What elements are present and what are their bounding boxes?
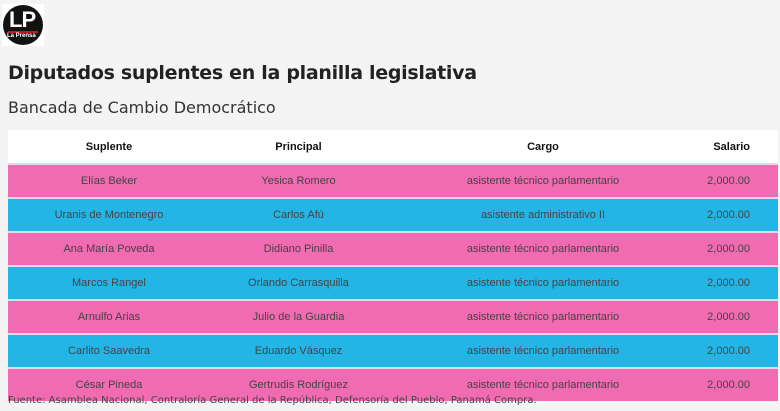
cell-suplente: Elías Beker <box>8 163 210 198</box>
header-suplente: Suplente <box>8 130 210 164</box>
cell-salario: 2,000.00 <box>699 197 778 232</box>
table-row: Elías Beker Yesica Romero asistente técnic… <box>8 163 778 198</box>
header-principal: Principal <box>210 130 387 164</box>
cell-cargo: asistente técnico parlamentario <box>387 163 699 198</box>
cell-principal: Carlos Afú <box>210 197 387 232</box>
cell-principal: Didiano Pinilla <box>210 231 387 266</box>
cell-principal: Yesica Romero <box>210 163 387 198</box>
table-row: Arnulfo Arias Julio de la Guardia asistent… <box>8 299 778 334</box>
la-prensa-logo: LP La Prensa <box>2 4 44 46</box>
table-row: César Pineda Gertrudis Rodríguez asistente… <box>8 367 778 401</box>
cell-cargo: asistente técnico parlamentario <box>387 231 699 266</box>
cell-suplente: Ana María Poveda <box>8 231 210 266</box>
table-header: Suplente Principal Cargo Salario <box>8 130 778 164</box>
cell-suplente: Marcos Rangel <box>8 265 210 300</box>
cell-cargo: asistente administrativo II <box>387 197 699 232</box>
cell-salario: 2,000.00 <box>699 231 778 266</box>
table-row: Ana María Poveda Didiano Pinilla asistente… <box>8 231 778 266</box>
source-note: Fuente: Asamblea Nacional, Contraloría G… <box>8 395 537 406</box>
cell-cargo: asistente técnico parlamentario <box>387 265 699 300</box>
cell-principal: Gertrudis Rodríguez <box>210 367 387 401</box>
cell-suplente: César Pineda <box>8 367 210 401</box>
data-table: Suplente Principal Cargo Salario Elías B… <box>8 130 778 401</box>
cell-salario: 2,000.00 <box>699 367 778 401</box>
cell-principal: Eduardo Vásquez <box>210 333 387 368</box>
header-cargo: Cargo <box>387 130 699 164</box>
cell-suplente: Arnulfo Arias <box>8 299 210 334</box>
cell-cargo: asistente técnico parlamentario <box>387 367 699 401</box>
cell-cargo: asistente técnico parlamentario <box>387 333 699 368</box>
chart-title: Diputados suplentes en la planilla legis… <box>8 62 477 84</box>
header-salario: Salario <box>699 130 778 164</box>
cell-salario: 2,000.00 <box>699 299 778 334</box>
chart-subtitle: Bancada de Cambio Democrático <box>8 98 276 117</box>
table-row: Uranis de Montenegro Carlos Afú asistente … <box>8 197 778 232</box>
cell-suplente: Carlito Saavedra <box>8 333 210 368</box>
cell-cargo: asistente técnico parlamentario <box>387 299 699 334</box>
table-row: Marcos Rangel Orlando Carrasquilla asisten… <box>8 265 778 300</box>
cell-salario: 2,000.00 <box>699 265 778 300</box>
cell-suplente: Uranis de Montenegro <box>8 197 210 232</box>
cell-salario: 2,000.00 <box>699 163 778 198</box>
table-row: Carlito Saavedra Eduardo Vásquez asistente… <box>8 333 778 368</box>
cell-principal: Orlando Carrasquilla <box>210 265 387 300</box>
cell-salario: 2,000.00 <box>699 333 778 368</box>
cell-principal: Julio de la Guardia <box>210 299 387 334</box>
